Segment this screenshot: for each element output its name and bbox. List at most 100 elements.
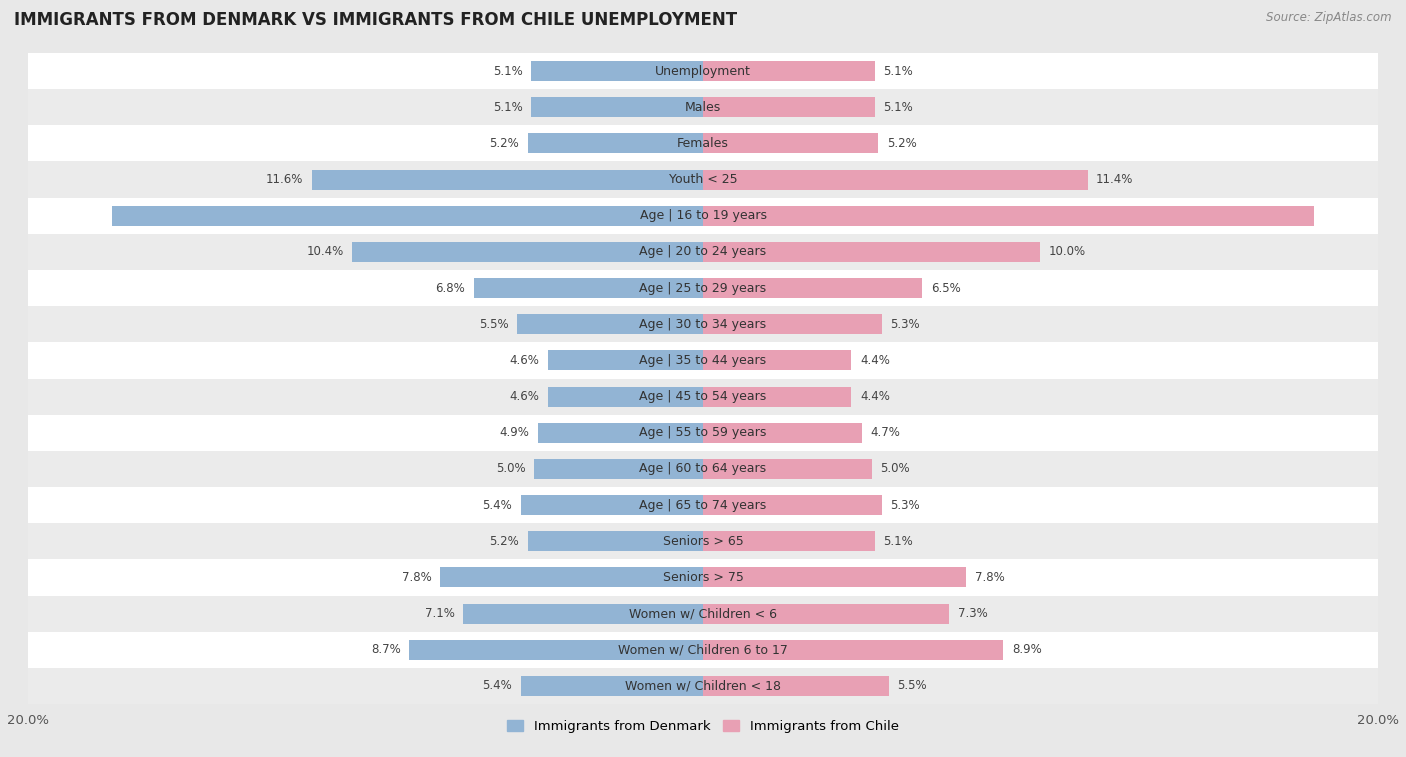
Bar xyxy=(28,451,1378,487)
Text: Age | 55 to 59 years: Age | 55 to 59 years xyxy=(640,426,766,439)
Text: Age | 30 to 34 years: Age | 30 to 34 years xyxy=(640,318,766,331)
Text: 5.1%: 5.1% xyxy=(492,101,523,114)
Bar xyxy=(703,531,875,551)
Bar xyxy=(28,89,1378,126)
Text: 5.1%: 5.1% xyxy=(883,101,914,114)
Text: Women w/ Children < 18: Women w/ Children < 18 xyxy=(626,680,780,693)
Bar xyxy=(312,170,703,189)
Text: 5.0%: 5.0% xyxy=(880,463,910,475)
Text: 5.0%: 5.0% xyxy=(496,463,526,475)
Text: 11.6%: 11.6% xyxy=(266,173,304,186)
Text: 7.3%: 7.3% xyxy=(957,607,987,620)
Bar xyxy=(703,133,879,154)
Text: 6.8%: 6.8% xyxy=(436,282,465,294)
Text: Age | 65 to 74 years: Age | 65 to 74 years xyxy=(640,499,766,512)
Text: 7.8%: 7.8% xyxy=(974,571,1004,584)
Bar xyxy=(527,531,703,551)
Text: 5.1%: 5.1% xyxy=(883,64,914,77)
Text: Age | 25 to 29 years: Age | 25 to 29 years xyxy=(640,282,766,294)
Text: 5.5%: 5.5% xyxy=(897,680,927,693)
Bar xyxy=(537,423,703,443)
Text: Age | 60 to 64 years: Age | 60 to 64 years xyxy=(640,463,766,475)
Bar xyxy=(517,314,703,334)
Bar xyxy=(520,495,703,515)
Text: Women w/ Children 6 to 17: Women w/ Children 6 to 17 xyxy=(619,643,787,656)
Text: 7.1%: 7.1% xyxy=(425,607,456,620)
Bar xyxy=(28,342,1378,378)
Bar xyxy=(703,242,1040,262)
Bar xyxy=(409,640,703,659)
Text: 4.6%: 4.6% xyxy=(509,390,540,403)
Text: 8.9%: 8.9% xyxy=(1012,643,1042,656)
Bar xyxy=(28,161,1378,198)
Text: Youth < 25: Youth < 25 xyxy=(669,173,737,186)
Bar xyxy=(28,596,1378,631)
Text: Age | 16 to 19 years: Age | 16 to 19 years xyxy=(640,209,766,223)
Text: Seniors > 65: Seniors > 65 xyxy=(662,534,744,548)
Bar xyxy=(112,206,703,226)
Bar xyxy=(440,568,703,587)
Text: Source: ZipAtlas.com: Source: ZipAtlas.com xyxy=(1267,11,1392,24)
Bar xyxy=(527,133,703,154)
Bar xyxy=(28,668,1378,704)
Bar xyxy=(531,61,703,81)
Text: 10.4%: 10.4% xyxy=(307,245,343,258)
Bar xyxy=(534,459,703,479)
Bar xyxy=(28,306,1378,342)
Text: 6.5%: 6.5% xyxy=(931,282,960,294)
Text: 10.0%: 10.0% xyxy=(1049,245,1085,258)
Text: 5.3%: 5.3% xyxy=(890,318,920,331)
Bar xyxy=(703,61,875,81)
Text: 18.1%: 18.1% xyxy=(1327,209,1368,223)
Text: 11.4%: 11.4% xyxy=(1097,173,1133,186)
Text: 5.2%: 5.2% xyxy=(489,534,519,548)
Bar xyxy=(703,568,966,587)
Text: 4.9%: 4.9% xyxy=(499,426,529,439)
Text: 4.7%: 4.7% xyxy=(870,426,900,439)
Text: 5.2%: 5.2% xyxy=(489,137,519,150)
Bar xyxy=(703,603,949,624)
Bar xyxy=(28,270,1378,306)
Text: 5.3%: 5.3% xyxy=(890,499,920,512)
Bar xyxy=(703,495,882,515)
Bar xyxy=(28,53,1378,89)
Text: Unemployment: Unemployment xyxy=(655,64,751,77)
Bar xyxy=(520,676,703,696)
Bar xyxy=(474,278,703,298)
Text: 4.6%: 4.6% xyxy=(509,354,540,367)
Text: 5.4%: 5.4% xyxy=(482,499,512,512)
Bar xyxy=(703,278,922,298)
Text: Males: Males xyxy=(685,101,721,114)
Text: Females: Females xyxy=(678,137,728,150)
Text: 5.5%: 5.5% xyxy=(479,318,509,331)
Text: 5.1%: 5.1% xyxy=(883,534,914,548)
Legend: Immigrants from Denmark, Immigrants from Chile: Immigrants from Denmark, Immigrants from… xyxy=(508,720,898,734)
Bar xyxy=(28,559,1378,596)
Bar xyxy=(703,170,1088,189)
Bar xyxy=(703,676,889,696)
Text: 5.2%: 5.2% xyxy=(887,137,917,150)
Text: Women w/ Children < 6: Women w/ Children < 6 xyxy=(628,607,778,620)
Bar xyxy=(531,98,703,117)
Bar xyxy=(28,631,1378,668)
Text: 4.4%: 4.4% xyxy=(860,354,890,367)
Text: 17.5%: 17.5% xyxy=(38,209,79,223)
Text: 8.7%: 8.7% xyxy=(371,643,401,656)
Bar xyxy=(703,98,875,117)
Bar xyxy=(548,350,703,370)
Bar xyxy=(703,314,882,334)
Bar xyxy=(464,603,703,624)
Text: Age | 45 to 54 years: Age | 45 to 54 years xyxy=(640,390,766,403)
Text: Age | 35 to 44 years: Age | 35 to 44 years xyxy=(640,354,766,367)
Text: Seniors > 75: Seniors > 75 xyxy=(662,571,744,584)
Bar xyxy=(703,350,852,370)
Bar xyxy=(28,487,1378,523)
Bar xyxy=(28,378,1378,415)
Bar xyxy=(703,640,1004,659)
Bar xyxy=(548,387,703,407)
Bar xyxy=(28,198,1378,234)
Text: Age | 20 to 24 years: Age | 20 to 24 years xyxy=(640,245,766,258)
Bar xyxy=(28,234,1378,270)
Bar xyxy=(28,523,1378,559)
Text: 5.4%: 5.4% xyxy=(482,680,512,693)
